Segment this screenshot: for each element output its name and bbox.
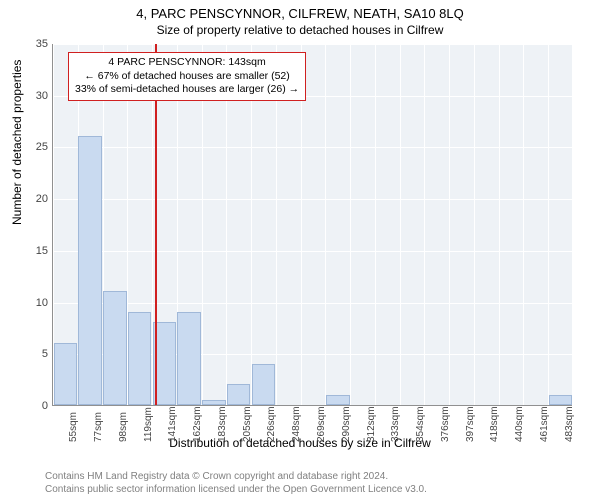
histogram-bar [78,136,102,405]
chart-title: 4, PARC PENSCYNNOR, CILFREW, NEATH, SA10… [0,0,600,21]
x-tick-label: 55sqm [68,412,79,442]
annotation-line3: 33% of semi-detached houses are larger (… [75,83,299,97]
footer-text: Contains HM Land Registry data © Crown c… [45,470,427,496]
x-tick-label: 141sqm [167,412,178,442]
y-tick-label: 20 [24,193,48,205]
y-tick-label: 15 [24,245,48,257]
x-tick-label: 119sqm [143,412,154,442]
x-tick-label: 248sqm [291,412,302,442]
y-tick-label: 35 [24,38,48,50]
histogram-bar [202,400,226,405]
y-tick-label: 0 [24,400,48,412]
x-tick-label: 397sqm [465,412,476,442]
x-tick-label: 290sqm [341,412,352,442]
x-tick-label: 162sqm [192,412,203,442]
x-tick-label: 440sqm [514,412,525,442]
gridline-v [350,44,351,405]
histogram-bar [252,364,276,405]
gridline-h [53,44,572,45]
histogram-bar [103,291,127,405]
gridline-h [53,199,572,200]
histogram-bar [227,384,251,405]
x-tick-label: 376sqm [440,412,451,442]
x-tick-label: 418sqm [489,412,500,442]
y-tick-label: 5 [24,348,48,360]
footer-line2: Contains public sector information licen… [45,483,427,496]
gridline-h [53,303,572,304]
chart-container: 4, PARC PENSCYNNOR, CILFREW, NEATH, SA10… [0,0,600,500]
y-tick-label: 10 [24,297,48,309]
x-tick-label: 483sqm [564,412,575,442]
x-tick-label: 354sqm [415,412,426,442]
x-tick-label: 77sqm [93,412,104,442]
annotation-line1: 4 PARC PENSCYNNOR: 143sqm [75,56,299,70]
gridline-v [424,44,425,405]
x-tick-label: 312sqm [366,412,377,442]
x-tick-label: 98sqm [118,412,129,442]
histogram-bar [549,395,573,405]
annotation-line2: ← 67% of detached houses are smaller (52… [75,70,299,84]
gridline-v [548,44,549,405]
y-tick-label: 30 [24,90,48,102]
y-axis-label: Number of detached properties [10,60,24,225]
x-tick-label: 333sqm [390,412,401,442]
gridline-h [53,147,572,148]
gridline-v [499,44,500,405]
gridline-v [375,44,376,405]
gridline-v [474,44,475,405]
gridline-v [325,44,326,405]
gridline-v [400,44,401,405]
histogram-bar [54,343,78,405]
gridline-v [523,44,524,405]
y-tick-label: 25 [24,141,48,153]
chart-subtitle: Size of property relative to detached ho… [0,21,600,37]
x-tick-label: 205sqm [242,412,253,442]
x-tick-label: 269sqm [316,412,327,442]
histogram-bar [326,395,350,405]
gridline-h [53,251,572,252]
x-tick-label: 461sqm [539,412,550,442]
gridline-v [449,44,450,405]
footer-line1: Contains HM Land Registry data © Crown c… [45,470,427,483]
x-tick-label: 226sqm [266,412,277,442]
histogram-bar [128,312,152,405]
histogram-bar [177,312,201,405]
annotation-box: 4 PARC PENSCYNNOR: 143sqm ← 67% of detac… [68,52,306,101]
x-tick-label: 183sqm [217,412,228,442]
